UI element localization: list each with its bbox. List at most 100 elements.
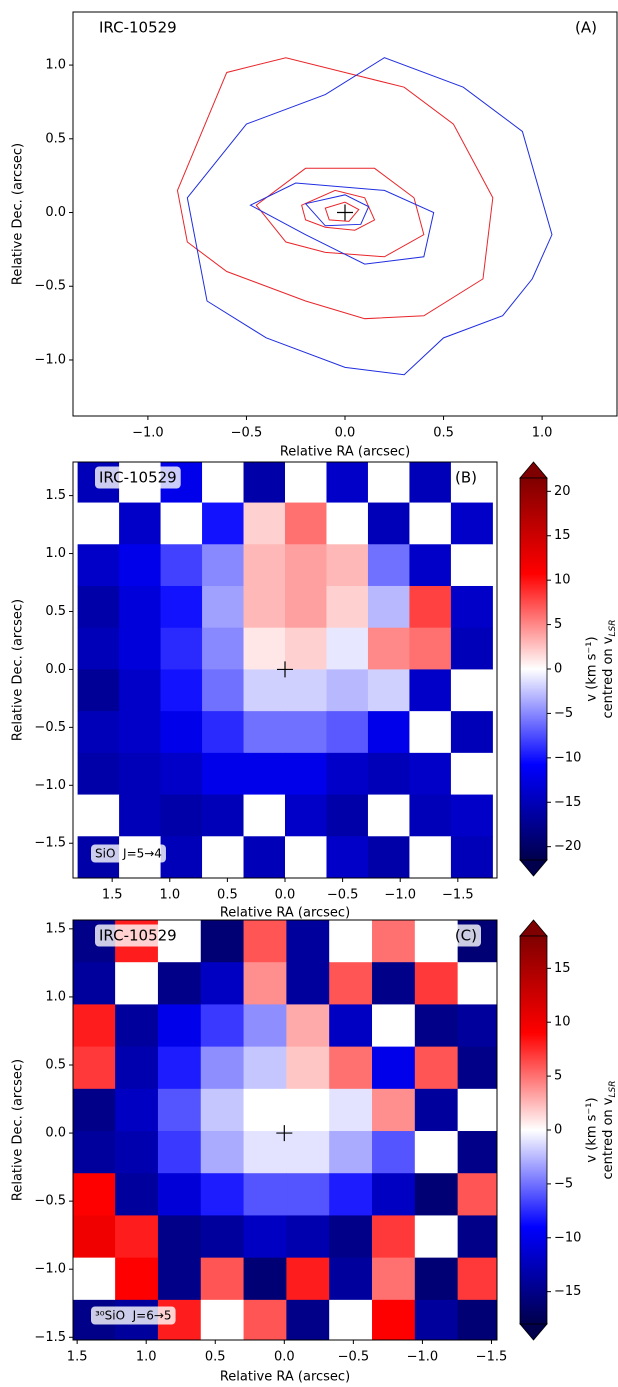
colorbar-tick-label: 10	[554, 573, 571, 588]
x-tick-label: −0.5	[327, 888, 359, 903]
velocity-cell	[414, 1046, 459, 1090]
y-tick-label: −1.0	[34, 352, 66, 367]
colorbar-extend-top	[519, 919, 548, 937]
plot-area	[77, 462, 493, 878]
line-label-box	[91, 1306, 176, 1325]
line-label: ³⁰SiO J=6→5	[95, 1309, 172, 1323]
y-tick-label: −0.5	[34, 279, 66, 294]
plot-area	[73, 920, 497, 1340]
frame	[72, 919, 498, 1341]
colorbar-extend-bottom	[519, 1323, 548, 1341]
colorbar-tick-label: 10	[554, 1015, 571, 1030]
velocity-cell	[457, 1088, 497, 1132]
velocity-cell	[457, 1131, 497, 1174]
x-tick-label: 0.5	[433, 426, 454, 441]
velocity-cell	[157, 1257, 202, 1301]
velocity-cell	[160, 836, 203, 878]
velocity-cell	[202, 544, 245, 587]
velocity-cell	[286, 1173, 330, 1216]
velocity-cell	[329, 1299, 373, 1340]
velocity-cell	[285, 669, 327, 712]
velocity-cell	[115, 1173, 159, 1216]
velocity-cell	[200, 1299, 245, 1340]
colorbar-extend-bottom	[519, 859, 548, 877]
velocity-cell	[409, 752, 452, 796]
velocity-cell	[285, 711, 327, 754]
y-axis-label: Relative Dec. (arcsec)	[11, 599, 26, 741]
y-tick-label: 0.5	[45, 604, 66, 619]
x-axis-label: Relative RA (arcsec)	[220, 1370, 350, 1385]
colorbar-tick-label: −5	[554, 1176, 573, 1191]
panel-label-box	[450, 924, 481, 947]
y-tick-label: −0.5	[34, 1194, 66, 1209]
y-tick-label: 0.0	[45, 205, 66, 220]
plot-area	[176, 57, 553, 376]
velocity-cell	[200, 1004, 245, 1048]
velocity-cell	[326, 669, 369, 712]
velocity-cell	[286, 1004, 330, 1048]
velocity-cell	[414, 1088, 459, 1132]
x-tick-label: 0.5	[217, 888, 238, 903]
colorbar	[519, 477, 548, 861]
velocity-cell	[73, 1088, 116, 1132]
velocity-cell	[202, 462, 245, 504]
velocity-cell	[115, 962, 159, 1005]
velocity-cell	[285, 627, 327, 670]
velocity-cell	[243, 585, 286, 629]
x-tick-label: −0.5	[338, 1350, 370, 1365]
velocity-cell	[73, 1046, 116, 1090]
y-tick-label: 0.0	[45, 1126, 66, 1141]
y-tick-label: 1.5	[45, 488, 66, 503]
velocity-cell	[329, 1215, 373, 1259]
colorbar	[519, 935, 548, 1325]
velocity-cell	[372, 1173, 416, 1216]
velocity-cell	[157, 962, 202, 1005]
panel-title: IRC-10529	[99, 469, 177, 487]
velocity-cell	[372, 962, 416, 1005]
velocity-cell	[329, 1173, 373, 1216]
velocity-cell	[243, 1173, 287, 1216]
velocity-cell	[285, 502, 327, 545]
colorbar-tick-label: 5	[554, 617, 562, 632]
velocity-cell	[115, 1215, 159, 1259]
velocity-cell	[326, 752, 369, 796]
colorbar-label-2-sub: LSR	[608, 1081, 618, 1098]
colorbar-tick-label: −10	[554, 1230, 581, 1245]
y-axis-label: Relative Dec. (arcsec)	[11, 1059, 26, 1201]
colorbar-extend-top	[519, 461, 548, 479]
velocity-cell	[450, 794, 493, 837]
colorbar-label: v (km s⁻¹)	[585, 636, 600, 701]
velocity-cell	[367, 711, 410, 754]
panel-title: IRC-10529	[99, 19, 177, 37]
velocity-cell	[367, 836, 410, 878]
velocity-cell	[202, 711, 245, 754]
panel-label-box	[451, 466, 481, 489]
velocity-cell	[409, 544, 452, 587]
velocity-cell	[243, 1257, 287, 1301]
colorbar-tick-label: 15	[554, 528, 571, 543]
velocity-cell	[367, 627, 410, 670]
velocity-cell	[457, 1257, 497, 1301]
velocity-cell	[326, 544, 369, 587]
velocity-cell	[457, 1046, 497, 1090]
x-tick-label: −1.0	[132, 426, 164, 441]
colorbar-label-2-text: centred on v	[601, 636, 616, 718]
x-axis-label: Relative RA (arcsec)	[220, 906, 350, 921]
velocity-cell	[457, 1173, 497, 1216]
velocity-cell	[160, 627, 203, 670]
velocity-cell	[200, 1131, 245, 1174]
velocity-cell	[160, 669, 203, 712]
velocity-cell	[160, 711, 203, 754]
velocity-cell	[243, 962, 287, 1005]
velocity-cell	[329, 1088, 373, 1132]
velocity-cell	[160, 794, 203, 837]
velocity-cell	[157, 1004, 202, 1048]
y-tick-label: −0.5	[34, 720, 66, 735]
velocity-cell	[457, 1215, 497, 1259]
velocity-cell	[119, 502, 162, 545]
velocity-cell	[77, 669, 120, 712]
velocity-cell	[115, 1004, 159, 1048]
velocity-cell	[243, 627, 286, 670]
velocity-cell	[457, 962, 497, 1005]
velocity-cell	[450, 669, 493, 712]
